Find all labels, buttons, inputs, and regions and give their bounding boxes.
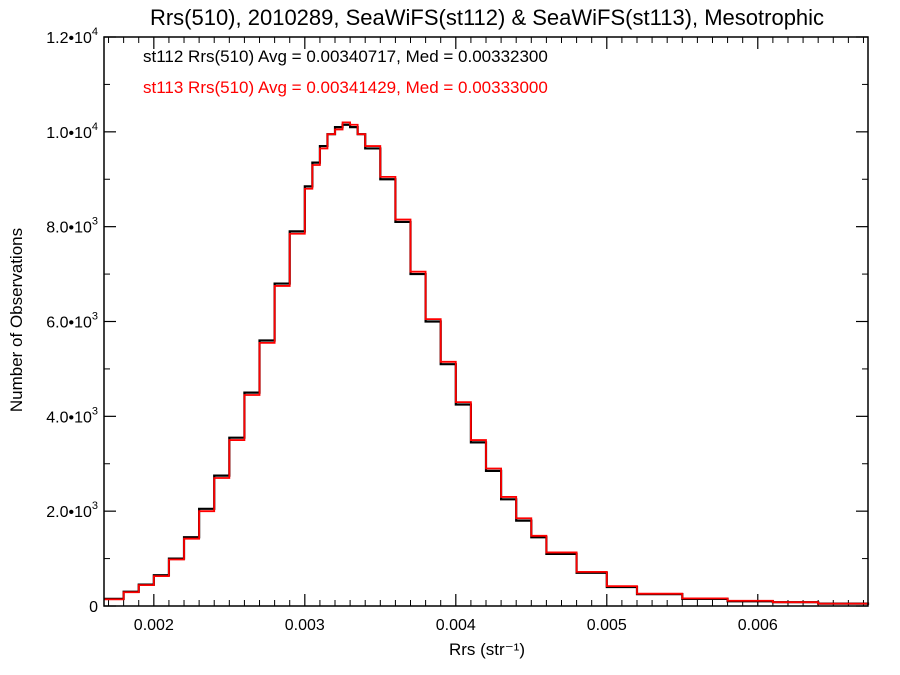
y-tick-label: 1.2•104 [46, 26, 98, 47]
x-tick-label: 0.004 [436, 617, 476, 634]
series-st113-line [104, 121, 869, 606]
x-tick-label: 0.002 [134, 617, 174, 634]
y-axis-label: Number of Observations [7, 228, 26, 412]
y-tick-label: 8.0•103 [46, 216, 98, 237]
annotation-st113: st113 Rrs(510) Avg = 0.00341429, Med = 0… [143, 78, 548, 97]
x-tick-label: 0.003 [285, 617, 325, 634]
y-tick-label: 0 [89, 599, 98, 616]
y-tick-label: 2.0•103 [46, 500, 98, 521]
y-tick-label: 4.0•103 [46, 405, 98, 426]
axis-ticks [104, 36, 868, 607]
y-tick-label: 1.0•104 [46, 121, 98, 142]
series-group [104, 121, 870, 606]
plot-frame [103, 36, 869, 607]
x-tick-label: 0.005 [587, 617, 627, 634]
series-st112-line [104, 123, 870, 606]
x-tick-label: 0.006 [738, 617, 778, 634]
y-tick-label: 6.0•103 [46, 311, 98, 332]
x-axis-label: Rrs (str⁻¹) [449, 640, 525, 659]
tick-labels: 0.002 0.003 0.004 0.005 0.006 0 2.0•103 4.0•103… [46, 26, 778, 634]
annotation-st112: st112 Rrs(510) Avg = 0.00340717, Med = 0… [143, 47, 548, 66]
chart-title: Rrs(510), 2010289, SeaWiFS(st112) & SeaW… [150, 5, 824, 30]
